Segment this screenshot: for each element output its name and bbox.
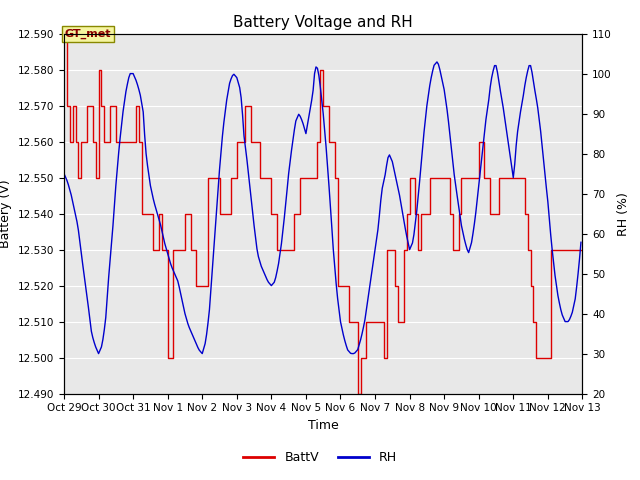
Text: GT_met: GT_met bbox=[65, 29, 111, 39]
Legend: BattV, RH: BattV, RH bbox=[238, 446, 402, 469]
Y-axis label: RH (%): RH (%) bbox=[618, 192, 630, 236]
X-axis label: Time: Time bbox=[308, 419, 339, 432]
Title: Battery Voltage and RH: Battery Voltage and RH bbox=[234, 15, 413, 30]
Y-axis label: Battery (V): Battery (V) bbox=[0, 180, 12, 248]
